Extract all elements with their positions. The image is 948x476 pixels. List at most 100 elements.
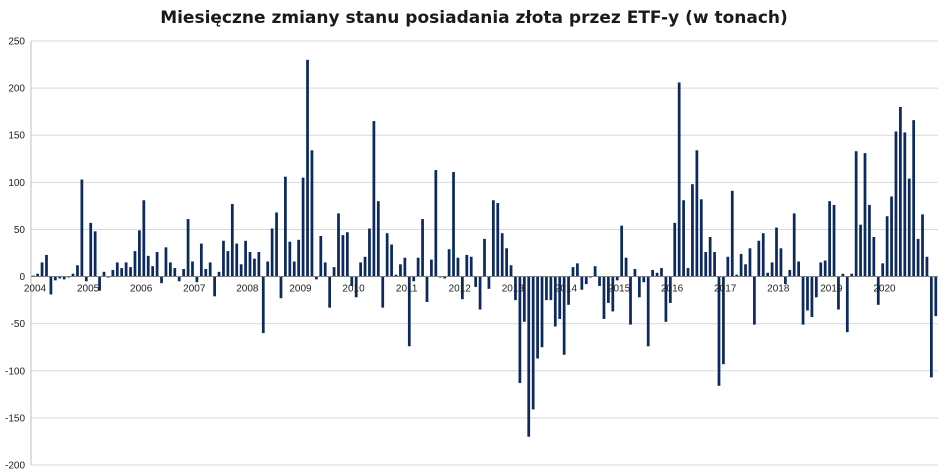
bar xyxy=(801,276,805,325)
bar xyxy=(40,262,44,277)
bar xyxy=(138,230,141,277)
y-tick-label: 100 xyxy=(8,178,25,189)
bar xyxy=(832,204,836,277)
bar xyxy=(98,276,101,291)
bar xyxy=(912,120,916,277)
bar xyxy=(465,254,469,277)
bar xyxy=(496,203,500,277)
bar xyxy=(576,263,579,277)
bar xyxy=(894,131,898,277)
bar xyxy=(872,236,876,277)
bar xyxy=(527,276,531,437)
y-tick-label: -200 xyxy=(5,461,25,472)
x-tick-label: 2010 xyxy=(342,284,365,295)
bar xyxy=(483,238,486,277)
x-tick-label: 2004 xyxy=(24,284,47,295)
bar xyxy=(363,256,367,277)
bar xyxy=(695,150,699,277)
bar xyxy=(297,239,301,277)
bar xyxy=(708,236,712,277)
x-tick-label: 2009 xyxy=(289,284,312,295)
bar xyxy=(186,219,190,277)
bar xyxy=(279,276,283,299)
x-tick-label: 2018 xyxy=(767,284,790,295)
bar xyxy=(124,262,128,277)
bar xyxy=(421,219,424,277)
bar xyxy=(899,106,902,277)
x-tick-label: 2017 xyxy=(714,284,737,295)
bar xyxy=(120,268,124,277)
y-tick-label: 150 xyxy=(8,131,25,142)
bar xyxy=(593,266,597,277)
bar xyxy=(310,150,314,277)
bar xyxy=(664,276,668,322)
bar xyxy=(385,233,389,277)
bar xyxy=(907,178,911,277)
bar xyxy=(921,214,924,277)
bar xyxy=(558,276,562,319)
bar xyxy=(881,263,885,277)
bar xyxy=(571,267,575,277)
bar xyxy=(885,216,889,277)
bar xyxy=(868,204,871,277)
bar xyxy=(306,59,309,277)
bar xyxy=(89,222,93,277)
bar xyxy=(744,264,747,277)
bar xyxy=(717,276,721,386)
bar xyxy=(270,228,274,277)
bar xyxy=(191,261,194,277)
bar xyxy=(425,276,429,302)
bar xyxy=(567,276,570,305)
bar xyxy=(890,196,893,277)
bar xyxy=(195,276,199,283)
bar xyxy=(699,199,703,277)
bar xyxy=(491,200,495,277)
x-tick-label: 2006 xyxy=(130,284,153,295)
bar xyxy=(722,276,725,365)
y-tick-label: 0 xyxy=(19,272,25,283)
bar xyxy=(668,276,672,303)
bar xyxy=(182,269,186,277)
bar xyxy=(177,276,181,282)
bar xyxy=(522,276,526,322)
bar xyxy=(819,262,823,277)
bar xyxy=(651,269,654,277)
bar xyxy=(748,248,752,277)
bar xyxy=(854,151,858,277)
y-tick-label: -100 xyxy=(5,366,25,377)
bar xyxy=(332,267,336,277)
bar xyxy=(505,248,508,277)
bar xyxy=(49,276,53,295)
y-tick-label: 200 xyxy=(8,84,25,95)
bar xyxy=(257,252,261,277)
bar xyxy=(142,200,146,277)
bar xyxy=(739,253,743,277)
bar xyxy=(730,190,734,277)
bar xyxy=(164,247,168,277)
bar xyxy=(266,261,270,277)
bar xyxy=(704,252,708,277)
bar xyxy=(598,276,601,286)
bar xyxy=(783,276,787,285)
bar xyxy=(151,266,155,277)
bar xyxy=(602,276,606,319)
bar xyxy=(337,213,340,277)
bar xyxy=(292,261,296,277)
bar xyxy=(275,212,278,277)
bar xyxy=(434,170,438,277)
x-tick-label: 2014 xyxy=(555,284,578,295)
bar xyxy=(430,259,433,277)
bar xyxy=(797,261,801,277)
bar xyxy=(230,204,234,277)
bar xyxy=(810,276,814,318)
bar xyxy=(284,176,287,277)
bar xyxy=(354,276,358,298)
bar xyxy=(761,233,765,277)
bar xyxy=(443,276,447,279)
bar xyxy=(584,276,588,285)
bar xyxy=(478,276,482,310)
y-tick-label: -150 xyxy=(5,413,25,424)
y-tick-label: 50 xyxy=(14,225,26,236)
bar xyxy=(660,268,663,277)
